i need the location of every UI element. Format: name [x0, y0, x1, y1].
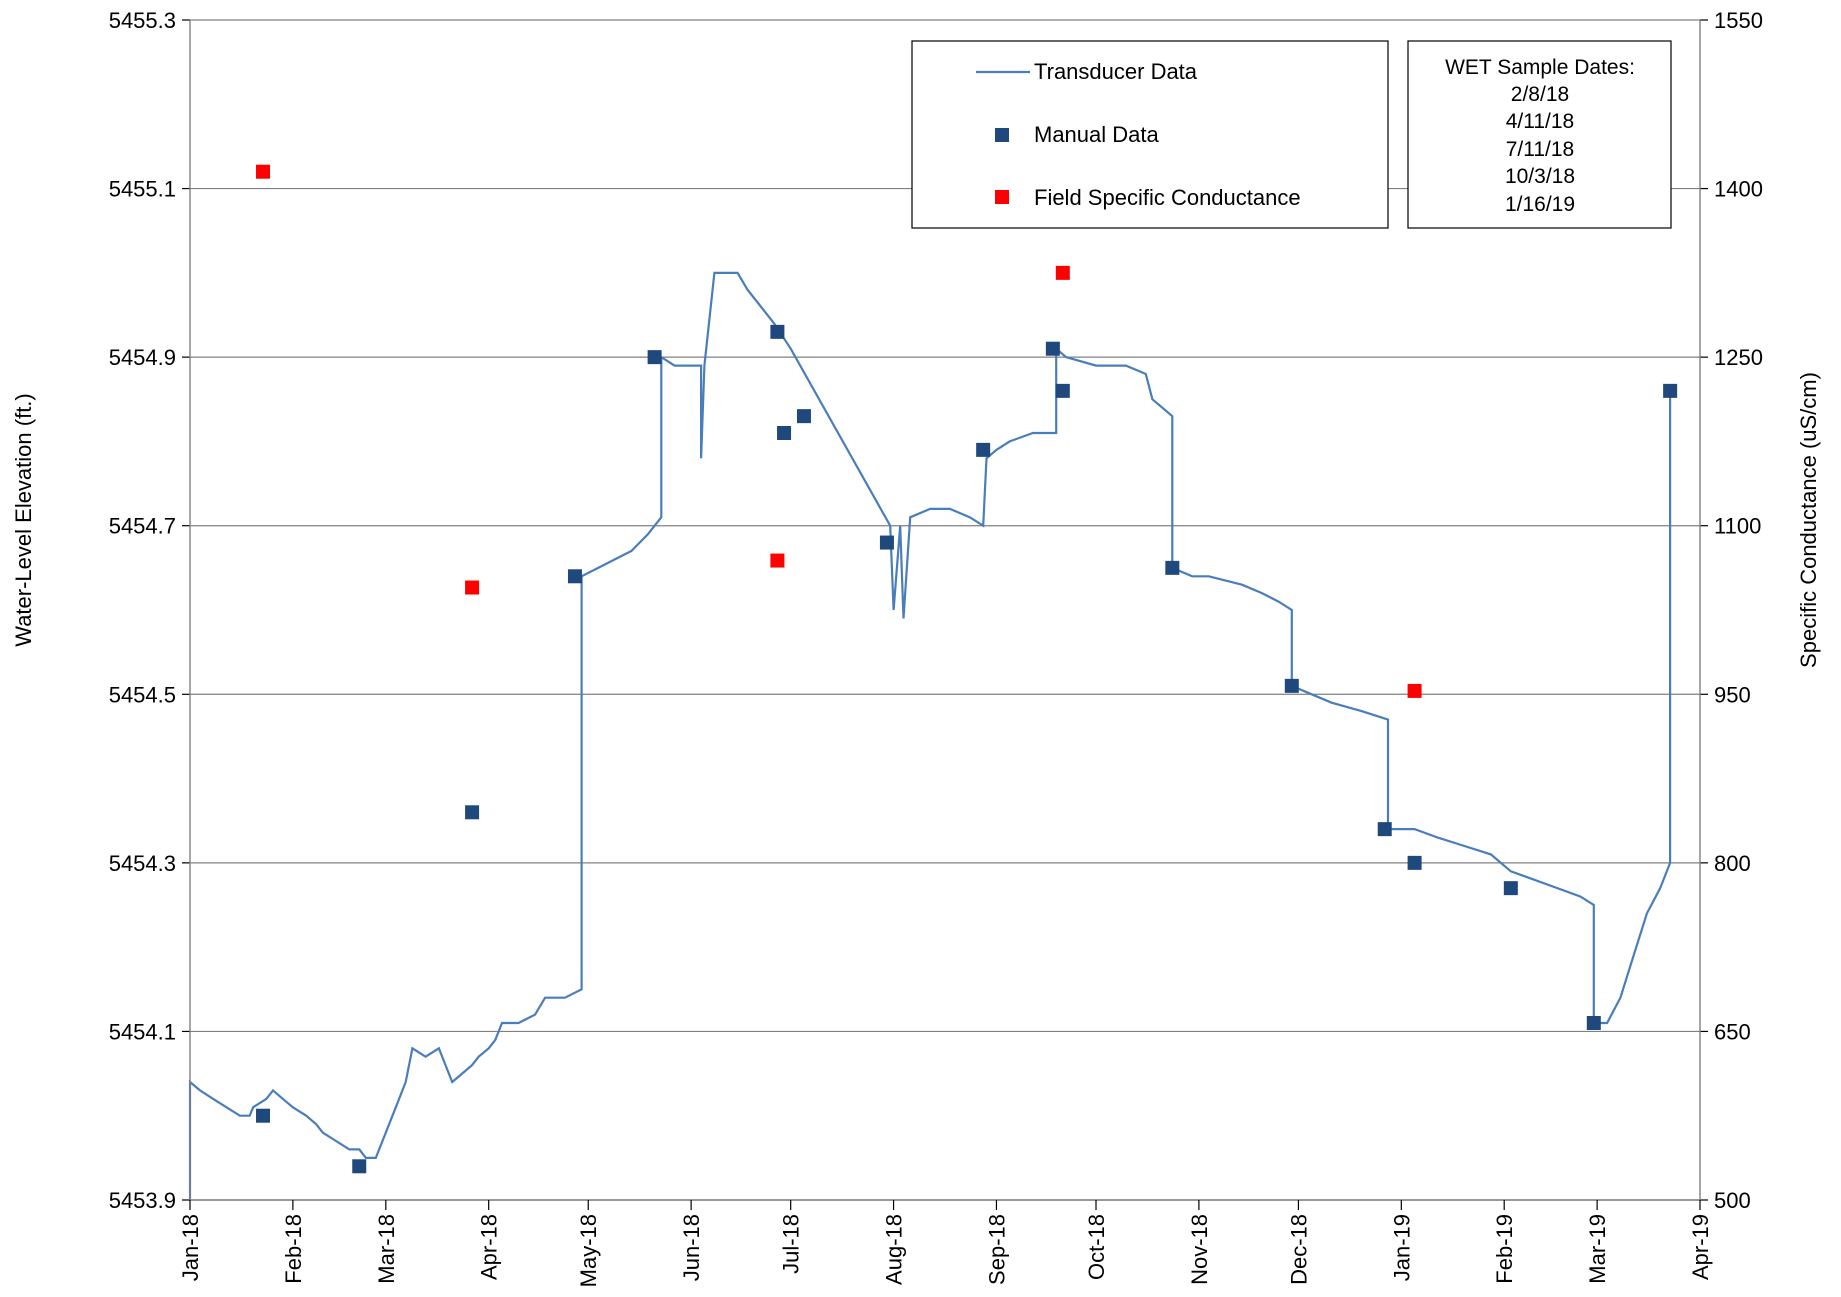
x-tick-label: Oct-18 [1084, 1214, 1109, 1280]
x-tick-label: Jan-18 [178, 1214, 203, 1281]
conductance-point [256, 164, 271, 179]
y-tick-label: 5454.9 [109, 345, 176, 370]
legend-conductance-swatch [995, 190, 1009, 204]
y2-tick-label: 1400 [1714, 177, 1763, 202]
manual-data-point [352, 1159, 367, 1174]
manual-data-point [647, 350, 662, 365]
y-tick-label: 5454.5 [109, 682, 176, 707]
x-tick-label: Mar-18 [374, 1214, 399, 1284]
axes [182, 19, 1708, 1210]
data-markers [256, 164, 1678, 1174]
gridlines [190, 19, 1700, 1201]
manual-data-point [1284, 678, 1299, 693]
manual-data-point [777, 426, 792, 440]
conductance-point [770, 553, 785, 568]
manual-data-point [976, 442, 991, 457]
x-tick-label: Aug-18 [882, 1214, 907, 1285]
manual-data-point [1045, 341, 1060, 356]
wet-date: 2/8/18 [1511, 83, 1569, 106]
y2-tick-label: 1100 [1714, 514, 1761, 539]
legend-manual-swatch [995, 128, 1009, 142]
y-axis-title: Water-Level Elevation (ft.) [11, 393, 36, 647]
conductance-point [1055, 265, 1070, 280]
manual-data-point [1165, 560, 1180, 575]
y2-tick-label: 650 [1714, 1019, 1751, 1044]
transducer-data-line [188, 271, 1672, 1200]
y2-tick-label: 1250 [1714, 345, 1763, 370]
legend-manual-label: Manual Data [1034, 122, 1160, 147]
plot-series [188, 271, 1672, 1200]
manual-data-point [1055, 383, 1070, 398]
y-tick-label: 5455.1 [109, 177, 176, 202]
x-tick-label: Nov-18 [1187, 1214, 1212, 1285]
manual-data-point [256, 1108, 271, 1123]
manual-data-point [1377, 822, 1392, 837]
x-tick-label: Feb-18 [281, 1214, 306, 1284]
manual-data-point [1586, 1016, 1601, 1030]
legend-conductance-label: Field Specific Conductance [1034, 185, 1301, 210]
wet-date: 10/3/18 [1505, 165, 1575, 188]
wet-date: 7/11/18 [1506, 138, 1575, 161]
y-tick-label: 5453.9 [109, 1188, 176, 1213]
legend: Transducer Data Manual Data Field Specif… [911, 40, 1389, 229]
y2-tick-label: 950 [1714, 682, 1751, 707]
x-tick-label: Feb-19 [1492, 1214, 1517, 1284]
x-tick-label: Jul-18 [779, 1214, 804, 1274]
x-tick-label: Dec-18 [1286, 1214, 1311, 1285]
y-tick-label: 5455.3 [109, 8, 176, 33]
manual-data-point [770, 324, 785, 339]
manual-data-point [1663, 383, 1678, 398]
x-tick-label: Jan-19 [1389, 1214, 1414, 1281]
x-tick-label: Mar-19 [1585, 1214, 1610, 1284]
tick-labels: 5453.9 5454.1 5454.3 5454.5 5454.7 5454.9 5455… [109, 8, 1763, 1287]
wet-title: WET Sample Dates: [1445, 56, 1635, 79]
y-tick-label: 5454.3 [109, 851, 176, 876]
manual-data-point [796, 409, 811, 424]
x-tick-label: Sep-18 [984, 1214, 1009, 1285]
manual-data-point [879, 535, 894, 550]
x-tick-label: Jun-18 [679, 1214, 704, 1281]
y2-tick-label: 1550 [1714, 8, 1763, 33]
y2-tick-label: 800 [1714, 851, 1751, 876]
x-tick-label: Apr-18 [477, 1214, 502, 1280]
manual-data-point [567, 569, 582, 584]
y-tick-label: 5454.1 [109, 1019, 176, 1044]
x-tick-label: Apr-19 [1688, 1214, 1713, 1280]
conductance-point [1407, 683, 1422, 698]
wet-sample-dates-box: WET Sample Dates: 2/8/18 4/11/18 7/11/18… [1407, 40, 1672, 229]
y-tick-label: 5454.7 [109, 514, 176, 539]
manual-data-point [1407, 855, 1422, 870]
wet-box-frame [1407, 40, 1672, 229]
conductance-point [465, 580, 480, 595]
wet-date: 1/16/19 [1505, 193, 1575, 216]
x-tick-label: May-18 [576, 1214, 601, 1287]
y2-tick-label: 500 [1714, 1188, 1751, 1213]
legend-transducer-label: Transducer Data [1034, 59, 1198, 84]
wet-date: 4/11/18 [1506, 110, 1575, 133]
manual-data-point [465, 805, 480, 820]
manual-data-point [1503, 881, 1518, 896]
y2-axis-title: Specific Conductance (uS/cm) [1796, 372, 1821, 668]
